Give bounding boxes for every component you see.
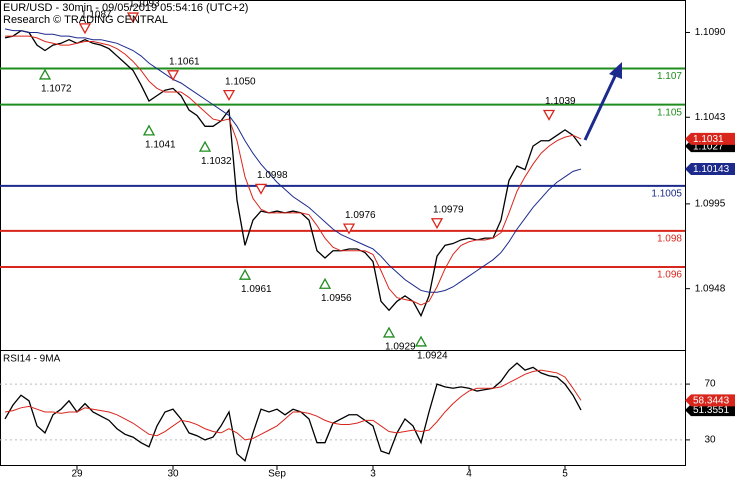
y-tick-label: 1.0948	[695, 283, 726, 294]
series-line	[4, 28, 582, 293]
pivot-label: 1.0924	[417, 351, 448, 362]
pivot-marker	[126, 12, 140, 24]
pivot-label: 1.1072	[41, 84, 72, 95]
pivot-label: 1.1032	[201, 156, 232, 167]
chart-subtitle: Research © TRADING CENTRAL	[3, 14, 168, 26]
pivot-marker	[430, 218, 444, 230]
pivot-label: 1.1050	[225, 76, 256, 87]
chart-title: EUR/USD - 30min - 09/05/2019 05:54:16 (U…	[3, 2, 248, 14]
pivot-marker	[414, 335, 428, 347]
pivot-marker	[318, 277, 332, 289]
x-tick-label: 5	[562, 469, 568, 480]
pivot-label: 1.0976	[345, 210, 376, 221]
value-badge	[685, 163, 735, 176]
value-badge	[685, 132, 735, 145]
pivot-marker	[38, 68, 52, 80]
x-tick-label: 3	[370, 469, 376, 480]
value-badge	[685, 404, 735, 417]
pivot-marker	[222, 89, 236, 101]
y-tick-label: 70	[704, 379, 716, 390]
y-tick-label: 30	[704, 435, 716, 446]
pivot-marker	[142, 124, 156, 136]
pivot-marker	[78, 23, 92, 35]
x-tick-label: 30	[167, 469, 179, 480]
level-label: 1.1005	[651, 188, 682, 199]
level-label: 1.098	[657, 234, 682, 245]
value-badge-label: 1.1027	[693, 141, 724, 152]
pivot-marker	[166, 70, 180, 82]
series-line	[5, 35, 582, 306]
series-line	[4, 29, 582, 318]
y-tick-label: 1.1043	[695, 112, 726, 123]
pivot-label: 1.0961	[241, 284, 272, 295]
panel-title: RSI14 - 9MA	[3, 354, 61, 365]
series-line	[4, 362, 582, 462]
y-tick-label: 1.1090	[695, 27, 726, 38]
forecast-arrow	[583, 73, 618, 141]
pivot-marker	[254, 183, 268, 195]
pivot-label: 1.1061	[169, 56, 200, 67]
pivot-label: 1.1039	[545, 96, 576, 107]
value-badge-label: 1.1031	[693, 134, 724, 145]
pivot-label: 1.1093	[129, 0, 160, 10]
level-label: 1.096	[657, 270, 682, 281]
value-badge	[685, 394, 735, 407]
y-tick-label: 1.0995	[695, 199, 726, 210]
level-label: 1.105	[657, 107, 682, 118]
pivot-marker	[342, 223, 356, 235]
pivot-marker	[542, 109, 556, 121]
x-tick-label: 29	[71, 469, 83, 480]
pivot-marker	[382, 326, 396, 338]
value-badge-label: 51.3551	[693, 405, 730, 416]
pivot-label: 1.1041	[145, 140, 176, 151]
pivot-label: 1.1087	[81, 10, 112, 21]
pivot-label: 1.0956	[321, 293, 352, 304]
value-badge-label: 58.3443	[693, 395, 730, 406]
x-tick-label: 4	[466, 469, 472, 480]
x-tick-label: Sep	[268, 469, 286, 480]
pivot-marker	[238, 268, 252, 280]
pivot-label: 1.0929	[385, 342, 416, 353]
pivot-label: 1.0979	[433, 204, 464, 215]
plot-frame	[0, 0, 686, 466]
pivot-label: 1.0998	[257, 170, 288, 181]
value-badge-label: 1.10143	[693, 164, 730, 175]
pivot-marker	[198, 140, 212, 152]
series-line	[4, 369, 582, 441]
forecast-arrowhead	[609, 62, 622, 79]
level-label: 1.107	[657, 71, 682, 82]
